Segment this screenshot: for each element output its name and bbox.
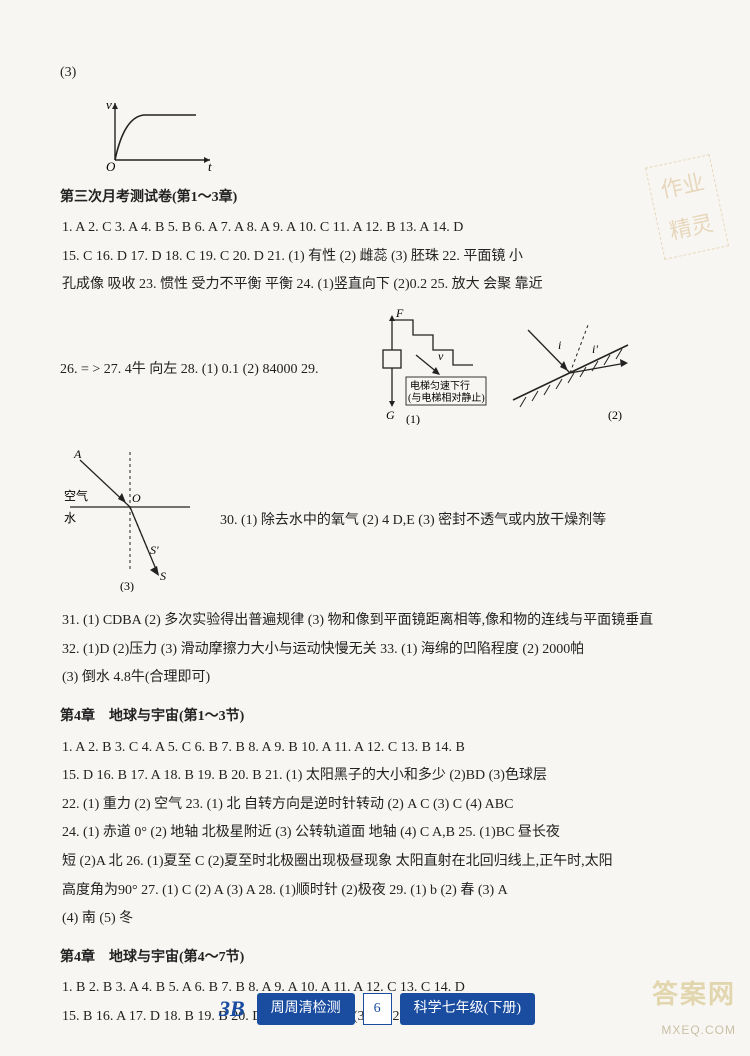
section1-title: 第三次月考测试卷(第1～3章): [60, 185, 700, 212]
svg-text:(与电梯相对静止): (与电梯相对静止): [408, 391, 485, 404]
origin: O: [106, 159, 116, 173]
section3-title: 第4章 地球与宇宙(第4～7节): [60, 945, 700, 972]
footer-right: 科学七年级(下册): [400, 993, 535, 1026]
page-footer: 3B 周周清检测 6 科学七年级(下册): [0, 988, 750, 1030]
sec1-line2: 15. C 16. D 17. D 18. C 19. C 20. D 21. …: [60, 244, 700, 271]
sec2-l7: (4) 南 (5) 冬: [60, 906, 700, 933]
sec2-l3: 22. (1) 重力 (2) 空气 23. (1) 北 自转方向是逆时针转动 (…: [60, 792, 700, 819]
svg-text:F: F: [395, 306, 404, 320]
diagram-3-refraction: A S S' O 空气 水 (3): [60, 442, 200, 603]
svg-text:i: i: [558, 338, 561, 352]
sec2-l4: 24. (1) 赤道 0° (2) 地轴 北极星附近 (3) 公转轨道面 地轴 …: [60, 820, 700, 847]
svg-text:(2): (2): [608, 408, 622, 422]
sec2-l1: 1. A 2. B 3. C 4. A 5. C 6. B 7. B 8. A …: [60, 735, 700, 762]
svg-text:(1): (1): [406, 412, 420, 425]
section2-title: 第4章 地球与宇宙(第1～3节): [60, 704, 700, 731]
q26-29-row: 26. = > 27. 4牛 向左 28. (1) 0.1 (2) 84000 …: [60, 305, 700, 436]
svg-text:电梯匀速下行: 电梯匀速下行: [410, 379, 470, 392]
svg-text:i': i': [592, 342, 598, 356]
svg-text:S: S: [160, 569, 166, 583]
svg-text:水: 水: [64, 511, 76, 525]
sec1-line6: 31. (1) CDBA (2) 多次实验得出普遍规律 (3) 物和像到平面镜距…: [60, 608, 700, 635]
diagram-2-reflection: i i' (2): [508, 315, 638, 436]
svg-text:v: v: [438, 349, 444, 363]
xlabel: t: [208, 159, 212, 173]
sec1-line5: 30. (1) 除去水中的氧气 (2) 4 D,E (3) 密封不透气或内放干燥…: [220, 508, 606, 535]
sec1-line1: 1. A 2. C 3. A 4. B 5. B 6. A 7. A 8. A …: [60, 215, 700, 242]
svg-text:G: G: [386, 408, 395, 422]
sec1-line8: (3) 倒水 4.8牛(合理即可): [60, 665, 700, 692]
svg-text:O: O: [132, 491, 141, 505]
footer-logo: 3B: [215, 988, 249, 1030]
sec2-l6: 高度角为90° 27. (1) C (2) A (3) A 28. (1)顺时针…: [60, 878, 700, 905]
diagram-1-elevator: F G v 电梯匀速下行 (与电梯相对静止) (1): [338, 305, 488, 436]
velocity-curve-graph: v t O: [100, 95, 700, 173]
svg-text:空气: 空气: [64, 488, 88, 503]
ylabel: v: [106, 97, 112, 112]
footer-left: 周周清检测: [257, 993, 355, 1026]
sec1-line7: 32. (1)D (2)压力 (3) 滑动摩擦力大小与运动快慢无关 33. (1…: [60, 637, 700, 664]
sec2-l2: 15. D 16. B 17. A 18. B 19. B 20. B 21. …: [60, 763, 700, 790]
svg-text:A: A: [73, 447, 82, 461]
svg-text:S': S': [150, 543, 159, 557]
sec2-l5: 短 (2)A 北 26. (1)夏至 C (2)夏至时北极圈出现极昼现象 太阳直…: [60, 849, 700, 876]
sec1-line4: 26. = > 27. 4牛 向左 28. (1) 0.1 (2) 84000 …: [60, 357, 318, 384]
q30-row: A S S' O 空气 水 (3) 30. (1) 除去水中的氧气 (2) 4 …: [60, 442, 700, 603]
svg-text:(3): (3): [120, 579, 134, 592]
footer-page: 6: [363, 993, 392, 1026]
q3-label: (3): [60, 60, 700, 87]
sec1-line3: 孔成像 吸收 23. 惯性 受力不平衡 平衡 24. (1)竖直向下 (2)0.…: [60, 272, 700, 299]
